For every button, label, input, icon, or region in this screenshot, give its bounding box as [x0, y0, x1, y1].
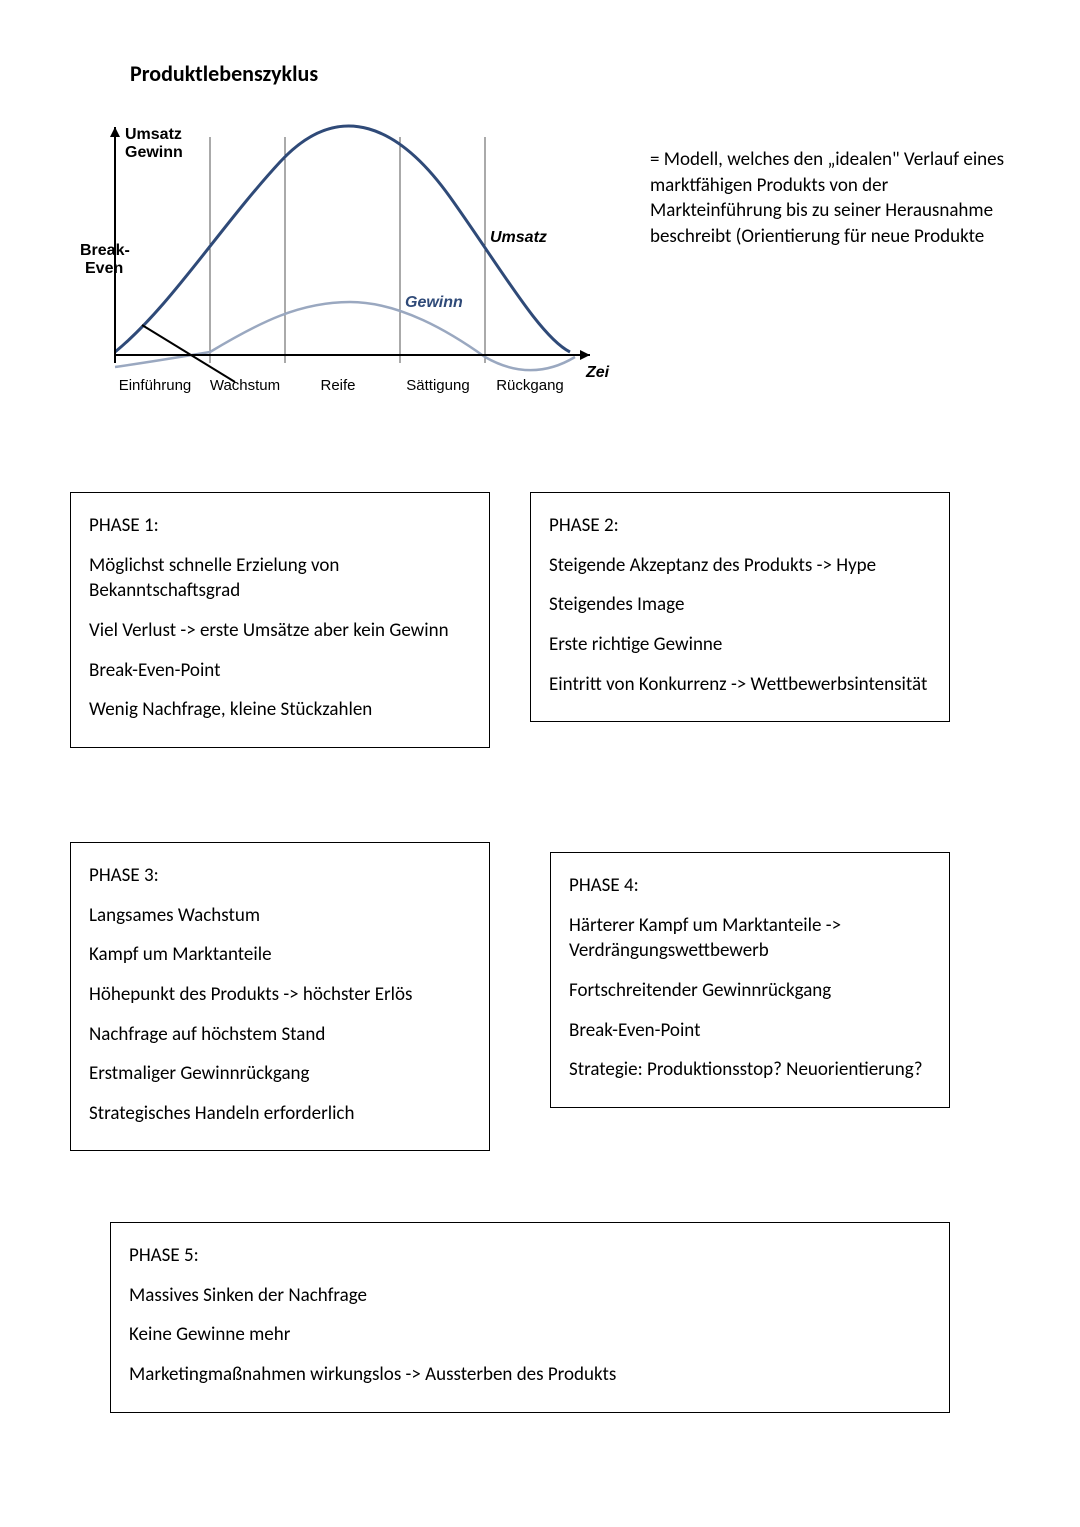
page-title: Produktlebenszyklus: [130, 60, 1010, 87]
phase-title: PHASE 5:: [129, 1243, 931, 1269]
phase-item: Höhepunkt des Produkts -> höchster Erlös: [89, 982, 471, 1008]
page: Produktlebenszyklus UmsatzGewinnZeitBrea…: [0, 0, 1080, 1482]
phase-item: Erste richtige Gewinne: [549, 632, 931, 658]
svg-text:Reife: Reife: [320, 377, 355, 394]
phase-item: Massives Sinken der Nachfrage: [129, 1283, 931, 1309]
phase-item: Strategisches Handeln erforderlich: [89, 1101, 471, 1127]
phase-item: Break-Even-Point: [89, 658, 471, 684]
phase-item: Steigende Akzeptanz des Produkts -> Hype: [549, 553, 931, 579]
phase-title: PHASE 4:: [569, 873, 931, 899]
description-text: = Modell, welches den „idealen" Verlauf …: [650, 107, 1010, 442]
phase-item: Nachfrage auf höchstem Stand: [89, 1022, 471, 1048]
phase-item: Fortschreitender Gewinnrückgang: [569, 978, 931, 1004]
phase-box-2: PHASE 2: Steigende Akzeptanz des Produkts…: [530, 492, 950, 722]
svg-text:Umsatz: Umsatz: [490, 229, 547, 246]
phase-box-5: PHASE 5: Massives Sinken der Nachfrage Kei…: [110, 1222, 950, 1413]
svg-text:Even: Even: [85, 260, 123, 277]
svg-text:Break-: Break-: [80, 242, 130, 259]
phase-item: Eintritt von Konkurrenz -> Wettbewerbsin…: [549, 672, 931, 698]
svg-text:Zeit: Zeit: [585, 364, 610, 381]
phase-item: Kampf um Marktanteile: [89, 942, 471, 968]
phase-item: Langsames Wachstum: [89, 903, 471, 929]
svg-text:Sättigung: Sättigung: [406, 377, 469, 394]
phase-item: Marketingmaßnahmen wirkungslos -> Ausste…: [129, 1362, 931, 1388]
phase-item: Wenig Nachfrage, kleine Stückzahlen: [89, 697, 471, 723]
lifecycle-chart: UmsatzGewinnZeitBreak-EvenUmsatzGewinnEi…: [70, 107, 610, 437]
phase-item: Steigendes Image: [549, 592, 931, 618]
phase-item: Keine Gewinne mehr: [129, 1322, 931, 1348]
phase-title: PHASE 1:: [89, 513, 471, 539]
phase-item: Härterer Kampf um Marktanteile -> Verdrä…: [569, 913, 931, 964]
svg-text:Gewinn: Gewinn: [405, 294, 463, 311]
chart-container: UmsatzGewinnZeitBreak-EvenUmsatzGewinnEi…: [70, 107, 610, 442]
svg-text:Umsatz: Umsatz: [125, 126, 182, 143]
phase-item: Viel Verlust -> erste Umsätze aber kein …: [89, 618, 471, 644]
svg-text:Einführung: Einführung: [119, 377, 192, 394]
phase-box-1: PHASE 1: Möglichst schnelle Erzielung von…: [70, 492, 490, 748]
phase-item: Erstmaliger Gewinnrückgang: [89, 1061, 471, 1087]
phase-title: PHASE 3:: [89, 863, 471, 889]
phase-grid: PHASE 1: Möglichst schnelle Erzielung von…: [70, 492, 1010, 1442]
phase-box-4: PHASE 4: Härterer Kampf um Marktanteile -…: [550, 852, 950, 1108]
svg-text:Wachstum: Wachstum: [210, 377, 280, 394]
top-row: UmsatzGewinnZeitBreak-EvenUmsatzGewinnEi…: [70, 107, 1010, 442]
svg-text:Rückgang: Rückgang: [496, 377, 564, 394]
svg-text:Gewinn: Gewinn: [125, 144, 183, 161]
phase-title: PHASE 2:: [549, 513, 931, 539]
phase-item: Möglichst schnelle Erzielung von Bekannt…: [89, 553, 471, 604]
phase-item: Strategie: Produktionsstop? Neuorientier…: [569, 1057, 931, 1083]
phase-item: Break-Even-Point: [569, 1018, 931, 1044]
phase-box-3: PHASE 3: Langsames Wachstum Kampf um Markt…: [70, 842, 490, 1151]
